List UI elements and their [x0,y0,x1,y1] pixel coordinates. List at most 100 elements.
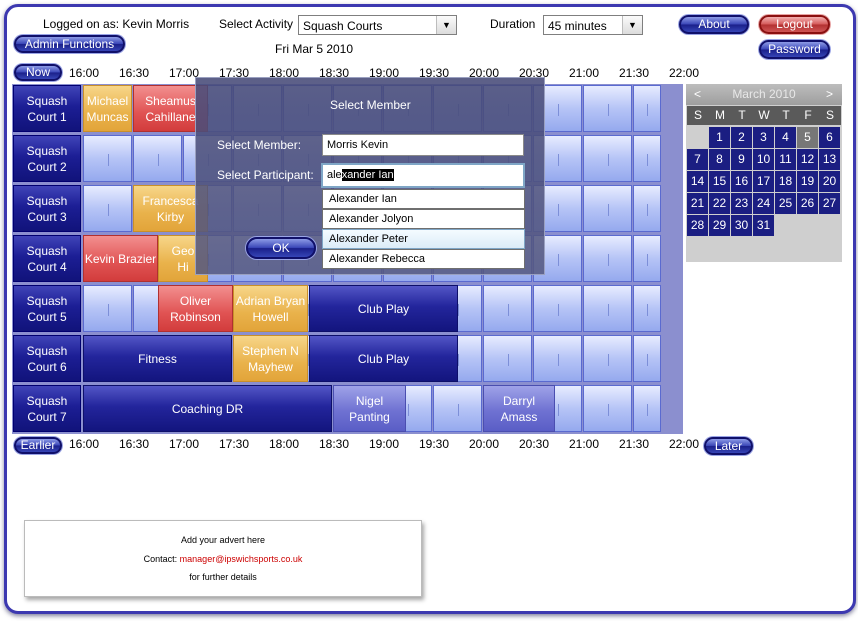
empty-slot[interactable] [533,335,582,382]
calendar-day[interactable]: 13 [819,149,840,170]
calendar-day[interactable]: 1 [709,127,730,148]
calendar-day[interactable]: 15 [709,171,730,192]
calendar-day[interactable]: 14 [687,171,708,192]
slot-divider [647,104,648,116]
booking-name: Panting [349,409,390,424]
calendar-day[interactable]: 20 [819,171,840,192]
participant-option[interactable]: Alexander Jolyon [322,209,525,229]
slot-divider [557,254,559,266]
booking-cell[interactable]: Adrian Bryan Howell [233,285,308,332]
booking-cell[interactable]: Club Play [309,335,458,382]
empty-slot[interactable] [483,335,532,382]
calendar-day[interactable]: 16 [731,171,752,192]
member-input[interactable]: Morris Kevin [322,134,524,156]
participant-input[interactable]: alexander Ian [321,163,525,188]
time-slot-label: 19:00 [368,66,400,80]
empty-slot[interactable] [633,235,661,282]
calendar-day[interactable]: 4 [775,127,796,148]
calendar-day[interactable]: 26 [797,193,818,214]
empty-slot[interactable] [633,335,661,382]
calendar-day[interactable]: 10 [753,149,774,170]
empty-slot[interactable] [583,335,632,382]
booking-cell[interactable]: Oliver Robinson [158,285,233,332]
slot-divider [507,304,509,316]
booking-cell[interactable]: Club Play [309,285,458,332]
participant-label: Select Participant: [217,168,314,182]
calendar-day[interactable]: 30 [731,215,752,236]
logout-button[interactable]: Logout [759,15,830,34]
empty-slot[interactable] [633,135,661,182]
slot-divider [607,404,609,416]
activity-select[interactable]: Squash Courts ▼ [298,15,457,35]
calendar-day[interactable]: 25 [775,193,796,214]
empty-slot[interactable] [583,235,632,282]
calendar-day[interactable]: 8 [709,149,730,170]
chevron-down-icon[interactable]: ▼ [436,16,456,34]
empty-slot[interactable] [533,285,582,332]
empty-slot[interactable] [633,285,661,332]
earlier-button[interactable]: Earlier [14,437,62,454]
empty-slot[interactable] [83,185,132,232]
calendar-day[interactable]: 6 [819,127,840,148]
empty-slot[interactable] [633,85,661,132]
admin-functions-button[interactable]: Admin Functions [14,35,125,53]
empty-slot[interactable] [83,135,132,182]
participant-option[interactable]: Alexander Peter [322,229,525,249]
calendar-day[interactable]: 21 [687,193,708,214]
duration-select[interactable]: 45 minutes ▼ [543,15,643,35]
empty-slot[interactable] [583,285,632,332]
calendar-day[interactable]: 29 [709,215,730,236]
dialog-ok-button[interactable]: OK [246,237,316,259]
calendar-day[interactable]: 3 [753,127,774,148]
booking-name: Coaching DR [171,401,244,416]
advert-email-link[interactable]: manager@ipswichsports.co.uk [179,554,303,564]
time-slot-label: 21:00 [568,437,600,451]
calendar-day[interactable]: 17 [753,171,774,192]
calendar-day[interactable]: 28 [687,215,708,236]
calendar-day[interactable]: 27 [819,193,840,214]
empty-slot[interactable] [583,85,632,132]
calendar-day[interactable]: 9 [731,149,752,170]
booking-cell[interactable]: Kevin Brazier [83,235,158,282]
calendar-day[interactable]: 18 [775,171,796,192]
empty-slot[interactable] [583,185,632,232]
calendar-day[interactable]: 19 [797,171,818,192]
calendar-day[interactable]: 2 [731,127,752,148]
password-button[interactable]: Password [759,40,830,59]
calendar-day[interactable]: 12 [797,149,818,170]
booking-cell[interactable]: Coaching DR [83,385,332,432]
booking-cell[interactable]: Darryl Amass [483,385,555,432]
booking-cell[interactable]: Michael Muncas [83,85,132,132]
calendar-day[interactable]: 7 [687,149,708,170]
calendar-day[interactable]: 11 [775,149,796,170]
booking-cell[interactable]: Nigel Panting [333,385,406,432]
about-button[interactable]: About [679,15,749,34]
participant-option[interactable]: Alexander Rebecca [322,249,525,269]
calendar-day[interactable]: 24 [753,193,774,214]
chevron-down-icon[interactable]: ▼ [622,16,642,34]
now-button[interactable]: Now [14,64,62,81]
calendar-day[interactable]: 31 [753,215,774,236]
court-label-line: Squash [26,244,68,258]
calendar-day[interactable]: 23 [731,193,752,214]
participant-option[interactable]: Alexander Ian [322,189,525,209]
calendar-day[interactable]: 5 [797,127,818,148]
empty-slot[interactable] [83,285,132,332]
empty-slot[interactable] [433,385,482,432]
later-button[interactable]: Later [704,437,753,455]
court-label-line: Court 1 [27,110,67,124]
time-slot-label: 22:00 [668,437,700,451]
empty-slot[interactable] [483,285,532,332]
calendar-day[interactable]: 22 [709,193,730,214]
booking-name: Club Play [357,301,410,316]
booking-cell[interactable]: Fitness [83,335,232,382]
empty-slot[interactable] [133,135,182,182]
empty-slot[interactable] [583,135,632,182]
calendar-next-button[interactable]: > [826,87,834,101]
booking-name: Francesca [142,193,199,208]
booking-cell[interactable]: Stephen N Mayhew [233,335,308,382]
empty-slot[interactable] [633,385,661,432]
empty-slot[interactable] [583,385,632,432]
empty-slot[interactable] [633,185,661,232]
calendar-prev-button[interactable]: < [694,87,702,101]
